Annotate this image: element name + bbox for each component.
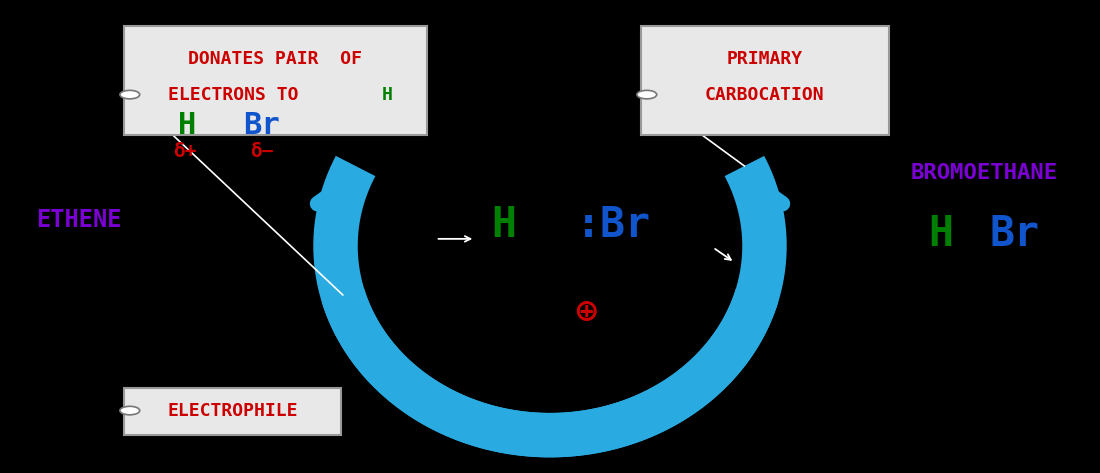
Text: ELECTRONS TO: ELECTRONS TO	[168, 86, 320, 104]
Text: PRIMARY: PRIMARY	[726, 50, 803, 68]
Text: H: H	[178, 111, 196, 140]
Text: ⊕: ⊕	[573, 298, 600, 327]
Text: δ+: δ+	[173, 142, 197, 161]
Text: ELECTROPHILE: ELECTROPHILE	[168, 402, 298, 420]
Circle shape	[637, 90, 657, 99]
Text: Br: Br	[243, 111, 280, 140]
Text: δ−: δ−	[250, 142, 274, 161]
Text: DONATES PAIR  OF: DONATES PAIR OF	[188, 50, 362, 68]
Circle shape	[120, 90, 140, 99]
Circle shape	[120, 406, 140, 415]
Text: H: H	[492, 204, 516, 245]
Text: H: H	[928, 213, 953, 255]
Text: H: H	[382, 86, 393, 104]
Text: Br: Br	[989, 213, 1040, 255]
Text: BROMOETHANE: BROMOETHANE	[911, 163, 1058, 183]
Text: :Br: :Br	[576, 204, 651, 245]
Text: ETHENE: ETHENE	[36, 208, 122, 232]
FancyBboxPatch shape	[124, 26, 427, 135]
FancyBboxPatch shape	[641, 26, 889, 135]
Text: CARBOCATION: CARBOCATION	[705, 86, 824, 104]
FancyBboxPatch shape	[124, 388, 341, 435]
